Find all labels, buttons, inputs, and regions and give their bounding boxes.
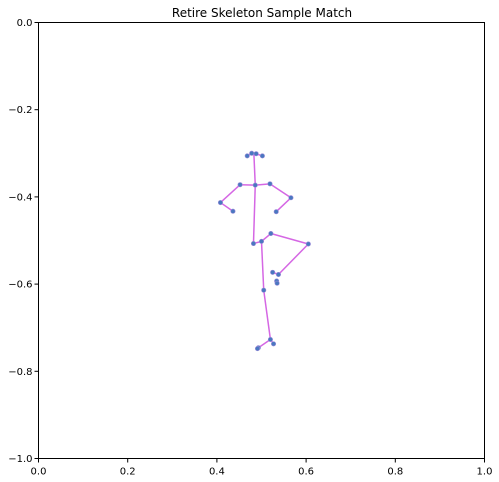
skeleton-bone-6 bbox=[220, 201, 234, 212]
skeleton-bone-8 bbox=[275, 197, 292, 213]
y-tick-label: −0.8 bbox=[8, 367, 32, 378]
joint-point-6 bbox=[267, 181, 273, 187]
skeleton-bone-15 bbox=[260, 241, 265, 291]
skeleton-bone-9 bbox=[252, 185, 257, 244]
joint-point-8 bbox=[288, 195, 294, 201]
joint-point-20 bbox=[267, 336, 273, 342]
y-tick-label: −0.6 bbox=[8, 280, 32, 291]
joint-point-23 bbox=[254, 346, 260, 352]
y-tick-label: −0.2 bbox=[8, 105, 32, 116]
plot-frame bbox=[38, 22, 485, 459]
joint-point-13 bbox=[268, 231, 274, 237]
skeleton-bone-12 bbox=[270, 232, 309, 245]
joint-point-0 bbox=[249, 150, 255, 156]
bones-layer bbox=[219, 152, 309, 349]
x-tick-label: 0.8 bbox=[387, 467, 403, 478]
x-tick-label: 1.0 bbox=[477, 467, 493, 478]
joint-point-18 bbox=[274, 280, 280, 286]
x-axis: 0.0 0.2 0.4 0.6 0.8 1.0 bbox=[31, 458, 493, 478]
joint-point-4 bbox=[252, 182, 258, 188]
skeleton-bone-2 bbox=[253, 154, 257, 186]
joint-point-3 bbox=[259, 153, 265, 159]
skeleton-bone-13 bbox=[277, 243, 309, 276]
joint-point-10 bbox=[273, 209, 279, 215]
y-tick-label: 0.0 bbox=[17, 18, 33, 29]
y-axis: 0.0 −0.2 −0.4 −0.6 −0.8 −1.0 bbox=[8, 18, 39, 465]
chart-title: Retire Skeleton Sample Match bbox=[172, 6, 352, 20]
joint-point-5 bbox=[237, 182, 243, 188]
joint-point-21 bbox=[271, 341, 277, 347]
y-tick-label: −1.0 bbox=[8, 454, 32, 465]
skeleton-bone-5 bbox=[219, 184, 241, 204]
joint-point-14 bbox=[305, 241, 311, 247]
joints-layer bbox=[217, 150, 311, 352]
x-tick-label: 0.4 bbox=[209, 467, 225, 478]
joint-point-12 bbox=[258, 238, 264, 244]
x-tick-label: 0.0 bbox=[31, 467, 47, 478]
joint-point-1 bbox=[253, 151, 259, 157]
joint-point-2 bbox=[244, 153, 250, 159]
joint-point-19 bbox=[261, 287, 267, 293]
skeleton-bone-7 bbox=[269, 183, 292, 199]
x-tick-label: 0.2 bbox=[120, 467, 136, 478]
y-tick-label: −0.4 bbox=[8, 192, 32, 203]
joint-point-16 bbox=[275, 272, 281, 278]
skeleton-bone-16 bbox=[262, 290, 272, 340]
joint-point-7 bbox=[217, 200, 223, 206]
joint-point-11 bbox=[250, 241, 256, 247]
joint-point-15 bbox=[270, 269, 276, 275]
x-tick-label: 0.6 bbox=[298, 467, 314, 478]
joint-point-9 bbox=[230, 208, 236, 214]
